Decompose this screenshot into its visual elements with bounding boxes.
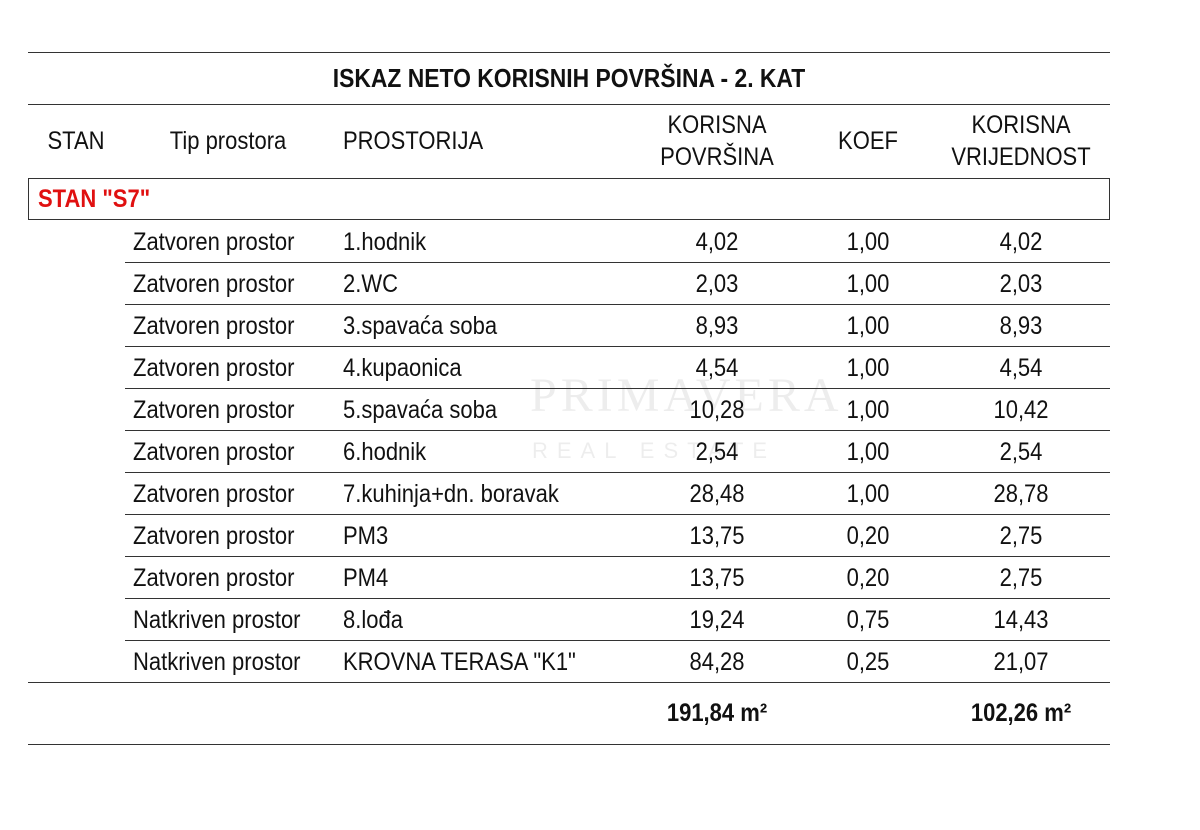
row-text: 6.hodnik (343, 438, 427, 466)
row-value: 0,75 (846, 606, 890, 634)
rule (28, 104, 1110, 105)
row-text: Zatvoren prostor (133, 438, 295, 466)
row-value: 21,07 (993, 648, 1049, 676)
row-value: 0,25 (846, 648, 890, 676)
row-text: KROVNA TERASA "K1" (343, 648, 576, 676)
row-value: 10,28 (689, 396, 745, 424)
row-value: 1,00 (846, 438, 890, 466)
row-value: 8,93 (695, 312, 739, 340)
row-text: 5.spavaća soba (343, 396, 498, 424)
section-box (28, 178, 1110, 220)
section-label: STAN "S7" (38, 185, 151, 213)
total-value: 102,26 m² (970, 699, 1072, 727)
column-header: PROSTORIJA (343, 127, 484, 155)
row-value: 28,48 (689, 480, 745, 508)
watermark: PRIMAVERA (530, 369, 843, 422)
row-value: 0,20 (846, 522, 890, 550)
row-value: 13,75 (689, 522, 745, 550)
title: ISKAZ NETO KORISNIH POVRŠINA - 2. KAT (332, 63, 806, 93)
row-text: PM3 (343, 522, 389, 550)
row-text: 1.hodnik (343, 228, 427, 256)
row-text: 8.lođa (343, 606, 403, 634)
row-rule (125, 388, 1110, 389)
row-value: 14,43 (993, 606, 1049, 634)
row-text: 3.spavaća soba (343, 312, 498, 340)
rule (28, 682, 1110, 683)
row-value: 1,00 (846, 480, 890, 508)
row-value: 1,00 (846, 354, 890, 382)
row-text: Natkriven prostor (133, 606, 301, 634)
row-value: 1,00 (846, 312, 890, 340)
row-rule (125, 640, 1110, 641)
row-text: 4.kupaonica (343, 354, 462, 382)
row-value: 1,00 (846, 270, 890, 298)
row-value: 13,75 (689, 564, 745, 592)
column-header: KORISNA (667, 111, 767, 139)
column-header: KOEF (838, 127, 898, 155)
row-value: 4,54 (999, 354, 1043, 382)
column-header: POVRŠINA (660, 143, 774, 171)
row-value: 2,75 (999, 522, 1043, 550)
row-value: 4,54 (695, 354, 739, 382)
row-value: 10,42 (993, 396, 1049, 424)
row-value: 1,00 (846, 396, 890, 424)
row-value: 8,93 (999, 312, 1043, 340)
row-value: 4,02 (999, 228, 1043, 256)
row-text: Zatvoren prostor (133, 312, 295, 340)
column-header: KORISNA (971, 111, 1071, 139)
row-text: PM4 (343, 564, 389, 592)
watermark-tagline: REAL ESTATE (532, 438, 777, 463)
row-value: 19,24 (689, 606, 745, 634)
row-rule (125, 346, 1110, 347)
row-rule (125, 556, 1110, 557)
row-text: Zatvoren prostor (133, 396, 295, 424)
row-value: 0,20 (846, 564, 890, 592)
row-text: 2.WC (343, 270, 398, 298)
row-text: Natkriven prostor (133, 648, 301, 676)
row-value: 2,54 (695, 438, 739, 466)
row-value: 4,02 (695, 228, 739, 256)
row-rule (125, 514, 1110, 515)
row-value: 84,28 (689, 648, 745, 676)
rule (28, 744, 1110, 745)
row-value: 2,54 (999, 438, 1043, 466)
row-text: Zatvoren prostor (133, 228, 295, 256)
column-header: STAN (47, 127, 105, 155)
column-header: Tip prostora (169, 127, 287, 155)
row-text: 7.kuhinja+dn. boravak (343, 480, 559, 508)
row-value: 2,75 (999, 564, 1043, 592)
row-rule (125, 304, 1110, 305)
row-text: Zatvoren prostor (133, 354, 295, 382)
row-rule (125, 598, 1110, 599)
row-value: 2,03 (999, 270, 1043, 298)
row-text: Zatvoren prostor (133, 564, 295, 592)
row-rule (125, 472, 1110, 473)
total-area: 191,84 m² (666, 699, 768, 727)
row-rule (125, 430, 1110, 431)
row-text: Zatvoren prostor (133, 270, 295, 298)
rule (28, 52, 1110, 53)
row-rule (125, 262, 1110, 263)
row-text: Zatvoren prostor (133, 480, 295, 508)
row-value: 1,00 (846, 228, 890, 256)
row-value: 28,78 (993, 480, 1049, 508)
row-value: 2,03 (695, 270, 739, 298)
row-text: Zatvoren prostor (133, 522, 295, 550)
column-header: VRIJEDNOST (951, 143, 1091, 171)
